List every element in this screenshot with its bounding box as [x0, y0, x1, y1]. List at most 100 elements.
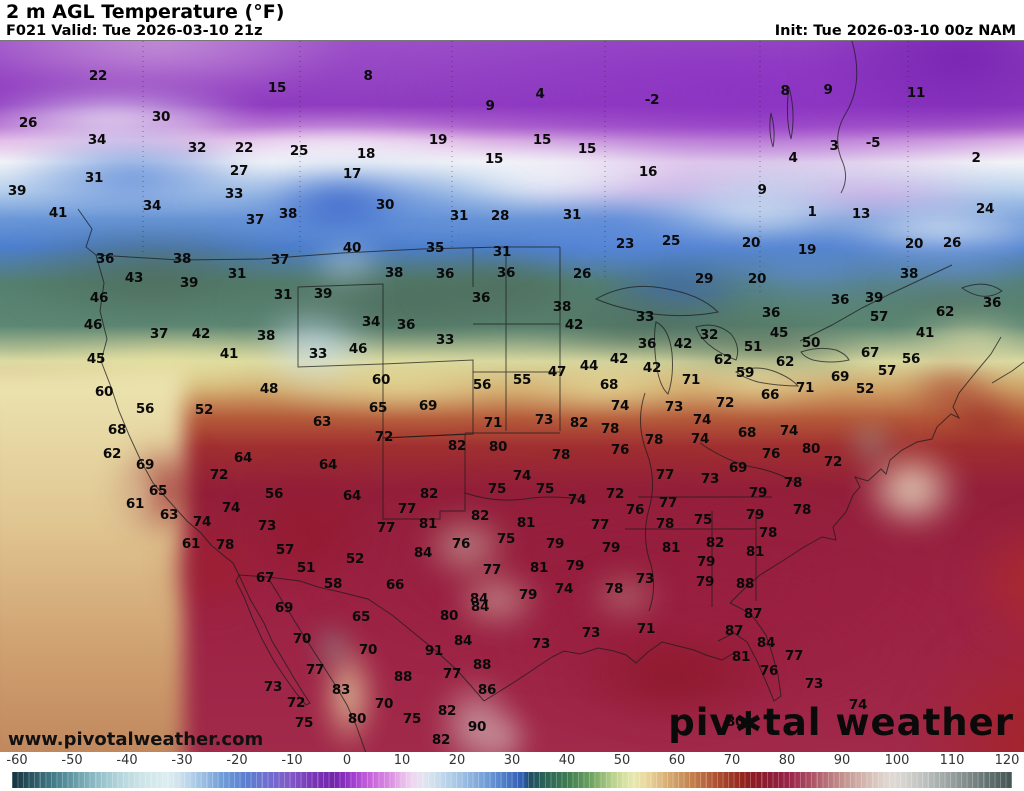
- temp-label: 64: [342, 488, 362, 504]
- temp-label: 70: [358, 642, 378, 658]
- temp-label: 77: [482, 562, 502, 578]
- temp-label: 58: [323, 576, 343, 592]
- colorbar-tick-label: 90: [833, 753, 851, 768]
- temp-label: 9: [485, 98, 495, 114]
- st-lawrence-border: [799, 264, 953, 342]
- sierra-madre-teal: [317, 624, 349, 668]
- temp-label: 74: [567, 492, 587, 508]
- temp-label: 4: [788, 150, 798, 166]
- temp-label: 74: [848, 697, 868, 713]
- temp-label: 74: [554, 581, 574, 597]
- baja-peninsula: [235, 573, 311, 706]
- southern-state-borders: [625, 496, 772, 607]
- temp-label: 56: [472, 377, 492, 393]
- temp-label: 60: [94, 384, 114, 400]
- temp-label: 77: [442, 666, 462, 682]
- temp-label: 25: [661, 233, 681, 249]
- temp-label: 3: [829, 138, 839, 154]
- temp-label: 86: [477, 682, 497, 698]
- temp-label: 33: [308, 346, 328, 362]
- temp-label: 90: [467, 719, 487, 735]
- temp-label: 41: [48, 205, 68, 221]
- temp-label: 57: [869, 309, 889, 325]
- central-valley-pale: [117, 461, 159, 526]
- temp-label: 77: [376, 520, 396, 536]
- temp-label: 79: [565, 558, 585, 574]
- temp-label: 80: [439, 608, 459, 624]
- colorbar-tick-label: -30: [171, 753, 193, 768]
- temp-label: 42: [191, 326, 211, 342]
- temp-label: 73: [664, 399, 684, 415]
- temp-label: 8: [780, 83, 790, 99]
- colorbar-tick-label: 120: [994, 753, 1020, 768]
- temp-label: 74: [221, 500, 241, 516]
- temp-label: 84: [470, 599, 490, 615]
- maritimes-coast: [991, 361, 1024, 384]
- colorbar-tick-label: 20: [448, 753, 466, 768]
- temp-label: 73: [700, 471, 720, 487]
- red-river-border: [464, 492, 579, 501]
- temp-label: 74: [610, 398, 630, 414]
- colorbar-tick-label: 110: [939, 753, 965, 768]
- colorbar-tick-label: -10: [281, 753, 303, 768]
- temp-label: 47: [547, 364, 567, 380]
- temp-label: 64: [233, 450, 253, 466]
- temp-label: 40: [342, 240, 362, 256]
- temp-label: 37: [149, 326, 169, 342]
- temp-label: 76: [759, 663, 779, 679]
- temp-label: 84: [453, 633, 473, 649]
- temp-label: 26: [572, 266, 592, 282]
- temp-label: 81: [418, 516, 438, 532]
- temp-label: 38: [256, 328, 276, 344]
- temp-label: 78: [644, 432, 664, 448]
- temp-label: 82: [569, 415, 589, 431]
- lake-manitoba: [769, 112, 775, 148]
- temp-label: 56: [901, 351, 921, 367]
- temp-label: 84: [756, 635, 776, 651]
- temp-label: 78: [792, 502, 812, 518]
- temp-label: 23: [615, 236, 635, 252]
- temp-label: 77: [305, 662, 325, 678]
- temp-label: 38: [172, 251, 192, 267]
- temp-label: 79: [545, 536, 565, 552]
- logo-text-piv: piv: [668, 701, 735, 744]
- temp-label: 36: [95, 251, 115, 267]
- pivotal-weather-logo: piv✱tal weather: [668, 701, 1014, 744]
- temp-label: 74: [779, 423, 799, 439]
- temp-label: -2: [644, 92, 660, 108]
- lake-ontario: [800, 347, 850, 363]
- temp-label: 35: [425, 240, 445, 256]
- temp-label: 74: [692, 412, 712, 428]
- temp-label: 77: [658, 495, 678, 511]
- temp-label: 37: [270, 252, 290, 268]
- temp-label: 75: [693, 512, 713, 528]
- mississippi-river-border: [640, 392, 655, 612]
- temp-label: 34: [142, 198, 162, 214]
- texas-mauve-patch: [450, 567, 543, 632]
- temp-label: 79: [745, 507, 765, 523]
- temp-label: 77: [397, 501, 417, 517]
- temp-label: 70: [292, 631, 312, 647]
- temp-label: 82: [419, 486, 439, 502]
- colorbar-tick-label: 30: [503, 753, 521, 768]
- colorbar-tick-label: 10: [393, 753, 411, 768]
- temp-label: 65: [351, 609, 371, 625]
- temp-label: 80: [725, 714, 745, 730]
- temp-label: 66: [385, 577, 405, 593]
- temp-label: 72: [209, 467, 229, 483]
- temp-label: 69: [728, 460, 748, 476]
- temp-label: 20: [904, 236, 924, 252]
- mexico-coastline: [269, 580, 367, 753]
- colorbar-tick-label: 40: [558, 753, 576, 768]
- temp-label: 63: [312, 414, 332, 430]
- header: 2 m AGL Temperature (°F) F021 Valid: Tue…: [0, 0, 1024, 40]
- temp-label: 66: [760, 387, 780, 403]
- atlantic-coastline: [729, 336, 1002, 604]
- temp-label: 71: [795, 380, 815, 396]
- nova-scotia: [960, 283, 1003, 297]
- temp-label: 30: [375, 197, 395, 213]
- temp-label: 45: [86, 351, 106, 367]
- temp-label: 52: [855, 381, 875, 397]
- temp-label: 31: [449, 208, 469, 224]
- temp-label: 26: [942, 235, 962, 251]
